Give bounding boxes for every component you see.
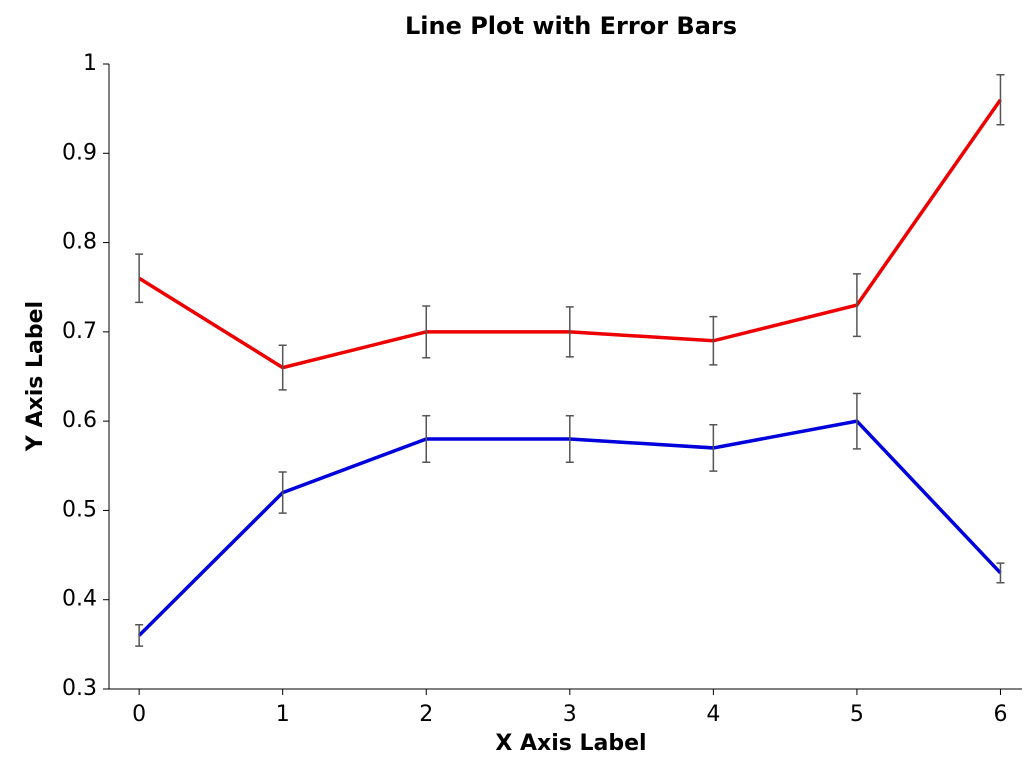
y-tick-label: 0.7: [62, 319, 97, 344]
x-tick-label: 3: [563, 702, 577, 727]
error-bar: [852, 392, 861, 450]
y-tick-label: 1: [83, 51, 97, 76]
error-bar: [709, 315, 718, 366]
error-bar: [996, 73, 1005, 126]
y-axis-label: Y Axis Label: [23, 301, 48, 452]
x-tick-label: 4: [706, 702, 720, 727]
y-tick-label: 0.3: [62, 676, 97, 701]
x-tick-label: 5: [850, 702, 864, 727]
y-tick-label: 0.9: [62, 140, 97, 165]
error-bar: [709, 423, 718, 472]
error-bar: [135, 623, 144, 647]
x-tick-label: 2: [419, 702, 433, 727]
error-bar: [422, 305, 431, 359]
error-bar: [278, 471, 287, 514]
x-tick-label: 1: [276, 702, 290, 727]
x-axis-label: X Axis Label: [495, 731, 646, 756]
error-bar: [422, 415, 431, 463]
y-tick-label: 0.4: [62, 587, 97, 612]
error-bar: [852, 273, 861, 338]
x-tick-label: 6: [993, 702, 1007, 727]
x-tick-label: 0: [132, 702, 146, 727]
y-tick-label: 0.5: [62, 497, 97, 522]
error-bar: [565, 415, 574, 463]
error-bar: [135, 253, 144, 304]
y-tick-label: 0.8: [62, 230, 97, 255]
chart-title: Line Plot with Error Bars: [405, 12, 737, 40]
error-bar: [565, 306, 574, 358]
error-bar: [996, 562, 1005, 584]
error-bar: [278, 344, 287, 391]
y-tick-label: 0.6: [62, 408, 97, 433]
